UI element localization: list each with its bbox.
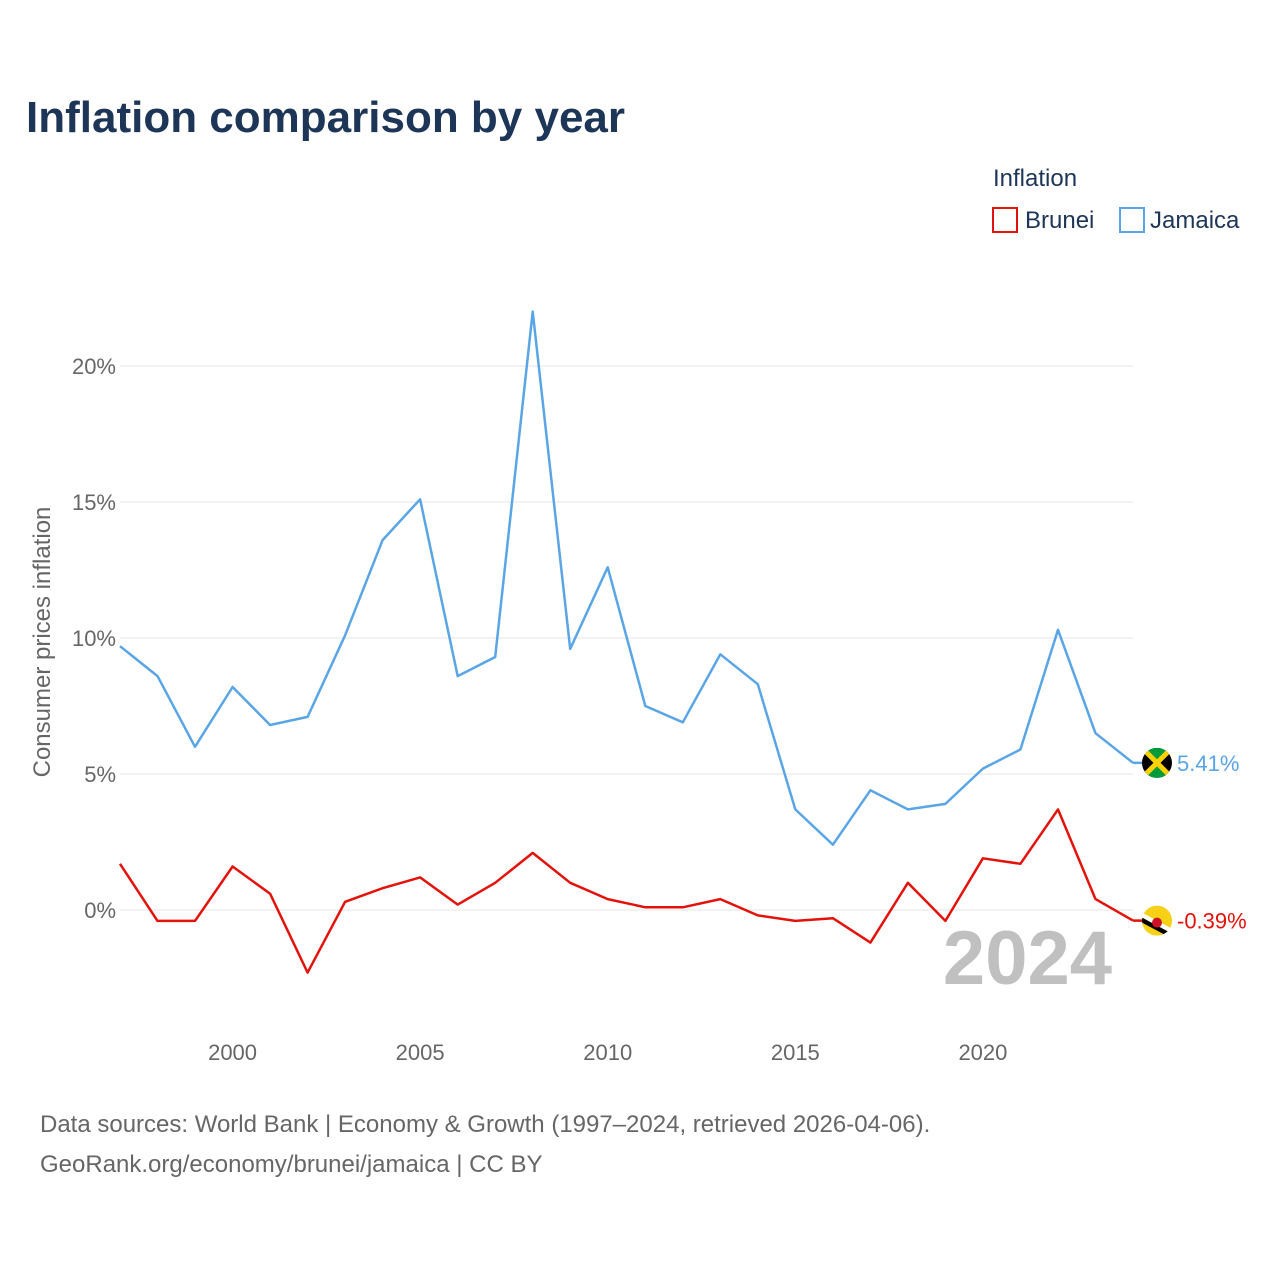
y-tick-layer: 0% 5% 10% 15% 20%: [72, 354, 116, 923]
y-tick-label: 20%: [72, 354, 116, 379]
x-tick-label: 2015: [771, 1040, 820, 1065]
legend: Inflation Brunei Jamaica: [992, 165, 1240, 234]
x-tick-label: 2010: [583, 1040, 632, 1065]
y-tick-label: 15%: [72, 490, 116, 515]
y-axis-label: Consumer prices inflation: [29, 507, 56, 778]
end-markers: 5.41% -0.39%: [1142, 747, 1247, 936]
brunei-flag-icon: [1142, 905, 1172, 936]
jamaica-flag-icon: [1142, 747, 1172, 778]
legend-label-brunei[interactable]: Brunei: [1025, 207, 1094, 234]
year-watermark: 2024: [943, 916, 1112, 1001]
series-layer: [118, 310, 1145, 974]
legend-swatch-jamaica[interactable]: [1119, 207, 1145, 233]
legend-label-jamaica[interactable]: Jamaica: [1150, 207, 1240, 234]
source-line-1: Data sources: World Bank | Economy & Gro…: [40, 1111, 930, 1138]
chart-title: Inflation comparison by year: [26, 93, 625, 142]
x-tick-label: 2000: [208, 1040, 257, 1065]
series-line-brunei[interactable]: [118, 808, 1134, 974]
legend-title: Inflation: [993, 165, 1077, 192]
x-tick-label: 2020: [958, 1040, 1007, 1065]
end-label-jamaica: 5.41%: [1177, 751, 1239, 776]
y-tick-label: 10%: [72, 626, 116, 651]
x-tick-layer: 2000 2005 2010 2015 2020: [208, 1040, 1007, 1065]
legend-swatch-brunei[interactable]: [992, 207, 1018, 233]
x-tick-label: 2005: [396, 1040, 445, 1065]
series-line-jamaica[interactable]: [119, 310, 1134, 846]
end-label-brunei: -0.39%: [1177, 909, 1247, 934]
source-line-2: GeoRank.org/economy/brunei/jamaica | CC …: [40, 1151, 542, 1178]
y-tick-label: 5%: [84, 762, 116, 787]
y-tick-label: 0%: [84, 898, 116, 923]
